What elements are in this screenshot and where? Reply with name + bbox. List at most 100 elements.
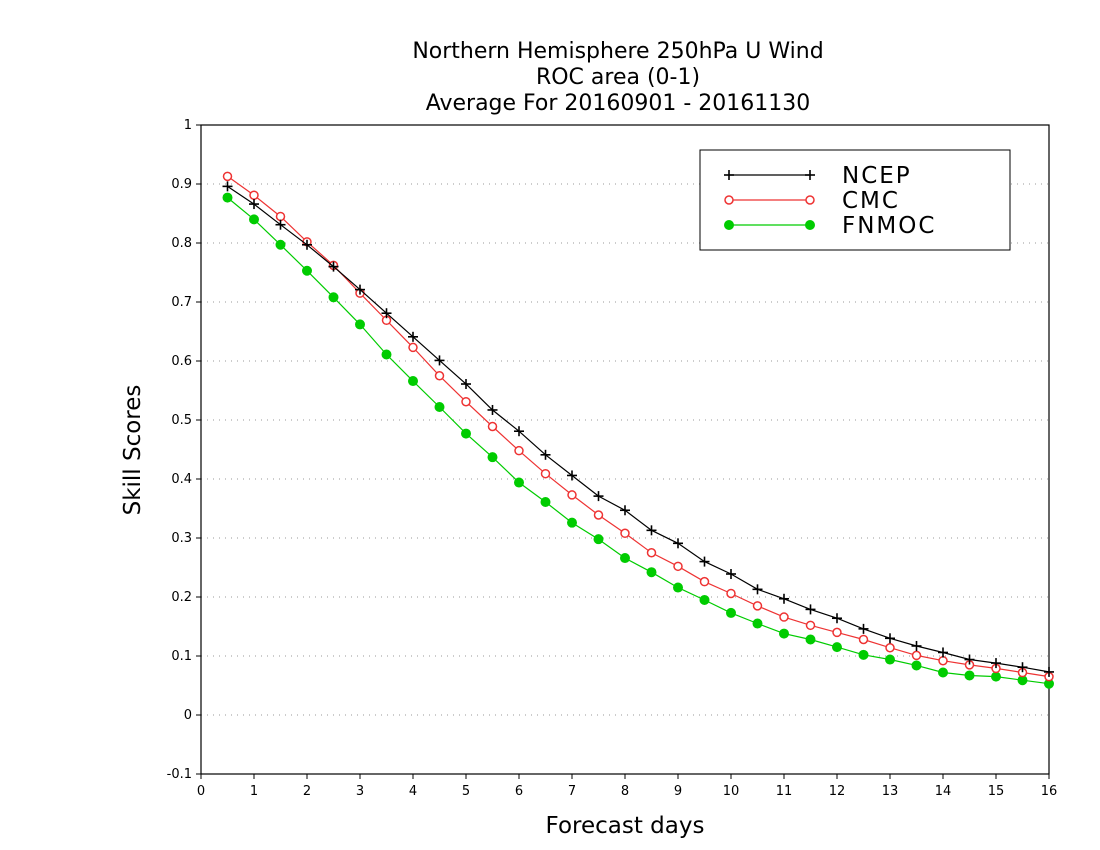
data-point-ncep bbox=[487, 404, 498, 415]
data-point-fnmoc bbox=[911, 660, 922, 671]
data-point-fnmoc bbox=[461, 428, 471, 439]
x-tick-label: 6 bbox=[515, 784, 523, 799]
data-point-fnmoc bbox=[275, 239, 286, 250]
data-point-cmc bbox=[514, 445, 524, 456]
legend-label-ncep: NCEP bbox=[842, 163, 912, 189]
data-point-ncep bbox=[779, 593, 789, 604]
legend-marker-ncep bbox=[724, 170, 734, 180]
y-tick-label: 0.1 bbox=[171, 649, 192, 664]
y-tick-label: 1 bbox=[184, 118, 192, 133]
x-tick-label: 1 bbox=[250, 784, 258, 799]
legend-entry-fnmoc: FNMOC bbox=[724, 213, 936, 239]
data-point-fnmoc bbox=[434, 402, 445, 413]
data-point-ncep bbox=[858, 623, 869, 634]
data-point-cmc bbox=[832, 627, 842, 638]
y-axis-title: Skill Scores bbox=[120, 385, 146, 516]
data-point-ncep bbox=[1044, 666, 1054, 677]
title-line-3: Average For 20160901 - 20161130 bbox=[426, 91, 811, 116]
data-point-ncep bbox=[540, 449, 551, 460]
data-point-cmc bbox=[911, 650, 922, 661]
data-point-ncep bbox=[249, 199, 259, 210]
data-point-ncep bbox=[328, 261, 339, 272]
data-point-ncep bbox=[593, 491, 604, 502]
data-point-ncep bbox=[355, 284, 365, 295]
data-point-fnmoc bbox=[858, 649, 869, 660]
data-point-cmc bbox=[858, 634, 869, 645]
data-point-cmc bbox=[673, 561, 683, 572]
grid-lines bbox=[201, 183, 1049, 716]
data-point-fnmoc bbox=[726, 607, 736, 618]
data-point-ncep bbox=[964, 654, 975, 665]
data-point-cmc bbox=[487, 421, 498, 432]
data-point-ncep bbox=[885, 633, 895, 644]
data-point-cmc bbox=[699, 576, 710, 587]
y-tick-label: 0.9 bbox=[171, 177, 192, 192]
data-point-fnmoc bbox=[593, 534, 604, 545]
data-point-cmc bbox=[567, 490, 577, 500]
data-point-cmc bbox=[222, 171, 233, 182]
data-point-fnmoc bbox=[355, 319, 365, 330]
data-point-fnmoc bbox=[805, 634, 816, 645]
data-point-fnmoc bbox=[673, 582, 683, 593]
data-point-cmc bbox=[752, 601, 763, 611]
data-point-fnmoc bbox=[752, 618, 763, 629]
data-point-fnmoc bbox=[620, 553, 630, 564]
data-point-cmc bbox=[540, 468, 551, 479]
data-point-cmc bbox=[434, 371, 445, 381]
data-point-ncep bbox=[991, 658, 1001, 669]
data-point-ncep bbox=[673, 538, 683, 549]
data-point-ncep bbox=[434, 355, 445, 366]
data-point-cmc bbox=[885, 642, 895, 653]
data-point-fnmoc bbox=[328, 292, 339, 303]
y-tick-label: 0.2 bbox=[171, 590, 192, 605]
series-line-ncep bbox=[227, 185, 1050, 673]
y-tick-label: 0.3 bbox=[171, 531, 192, 546]
data-point-fnmoc bbox=[487, 452, 498, 463]
legend-marker-cmc bbox=[724, 195, 734, 205]
x-tick-label: 16 bbox=[1041, 784, 1058, 799]
x-tick-label: 2 bbox=[303, 784, 311, 799]
data-point-cmc bbox=[646, 548, 657, 558]
data-point-fnmoc bbox=[699, 594, 710, 605]
data-point-ncep bbox=[567, 470, 577, 481]
data-point-fnmoc bbox=[222, 192, 233, 203]
data-point-fnmoc bbox=[540, 497, 551, 508]
data-point-fnmoc bbox=[567, 517, 577, 528]
chart-title: Northern Hemisphere 250hPa U Wind ROC ar… bbox=[412, 39, 823, 116]
data-point-fnmoc bbox=[991, 671, 1001, 682]
series-layer bbox=[222, 171, 1054, 689]
series-line-fnmoc bbox=[227, 197, 1050, 685]
x-tick-label: 3 bbox=[356, 784, 364, 799]
legend-entry-cmc: CMC bbox=[724, 188, 898, 214]
data-point-ncep bbox=[911, 640, 922, 651]
data-point-ncep bbox=[752, 584, 763, 595]
series-line-cmc bbox=[227, 175, 1050, 678]
x-tick-label: 9 bbox=[674, 784, 682, 799]
data-point-cmc bbox=[726, 588, 736, 599]
legend-marker-fnmoc bbox=[805, 220, 815, 230]
data-point-ncep bbox=[620, 505, 630, 516]
y-tick-label: 0.6 bbox=[171, 354, 192, 369]
legend-marker-ncep bbox=[805, 170, 815, 180]
data-point-ncep bbox=[302, 239, 312, 250]
data-point-cmc bbox=[620, 528, 630, 539]
data-point-ncep bbox=[275, 219, 286, 230]
data-point-fnmoc bbox=[302, 265, 312, 276]
legend-marker-cmc bbox=[805, 195, 815, 205]
data-point-ncep bbox=[832, 613, 842, 624]
data-point-fnmoc bbox=[408, 376, 418, 387]
series-fnmoc bbox=[222, 192, 1054, 689]
x-tick-label: 8 bbox=[621, 784, 629, 799]
x-tick-label: 7 bbox=[568, 784, 576, 799]
data-point-fnmoc bbox=[885, 654, 895, 665]
data-point-fnmoc bbox=[646, 567, 657, 578]
data-point-cmc bbox=[805, 620, 816, 631]
data-point-cmc bbox=[593, 510, 604, 520]
x-tick-label: 15 bbox=[988, 784, 1005, 799]
x-tick-label: 10 bbox=[723, 784, 740, 799]
data-point-ncep bbox=[1017, 662, 1028, 673]
data-point-cmc bbox=[408, 342, 418, 353]
data-point-fnmoc bbox=[938, 667, 948, 678]
legend-label-fnmoc: FNMOC bbox=[842, 213, 936, 239]
legend-marker-fnmoc bbox=[724, 220, 734, 230]
